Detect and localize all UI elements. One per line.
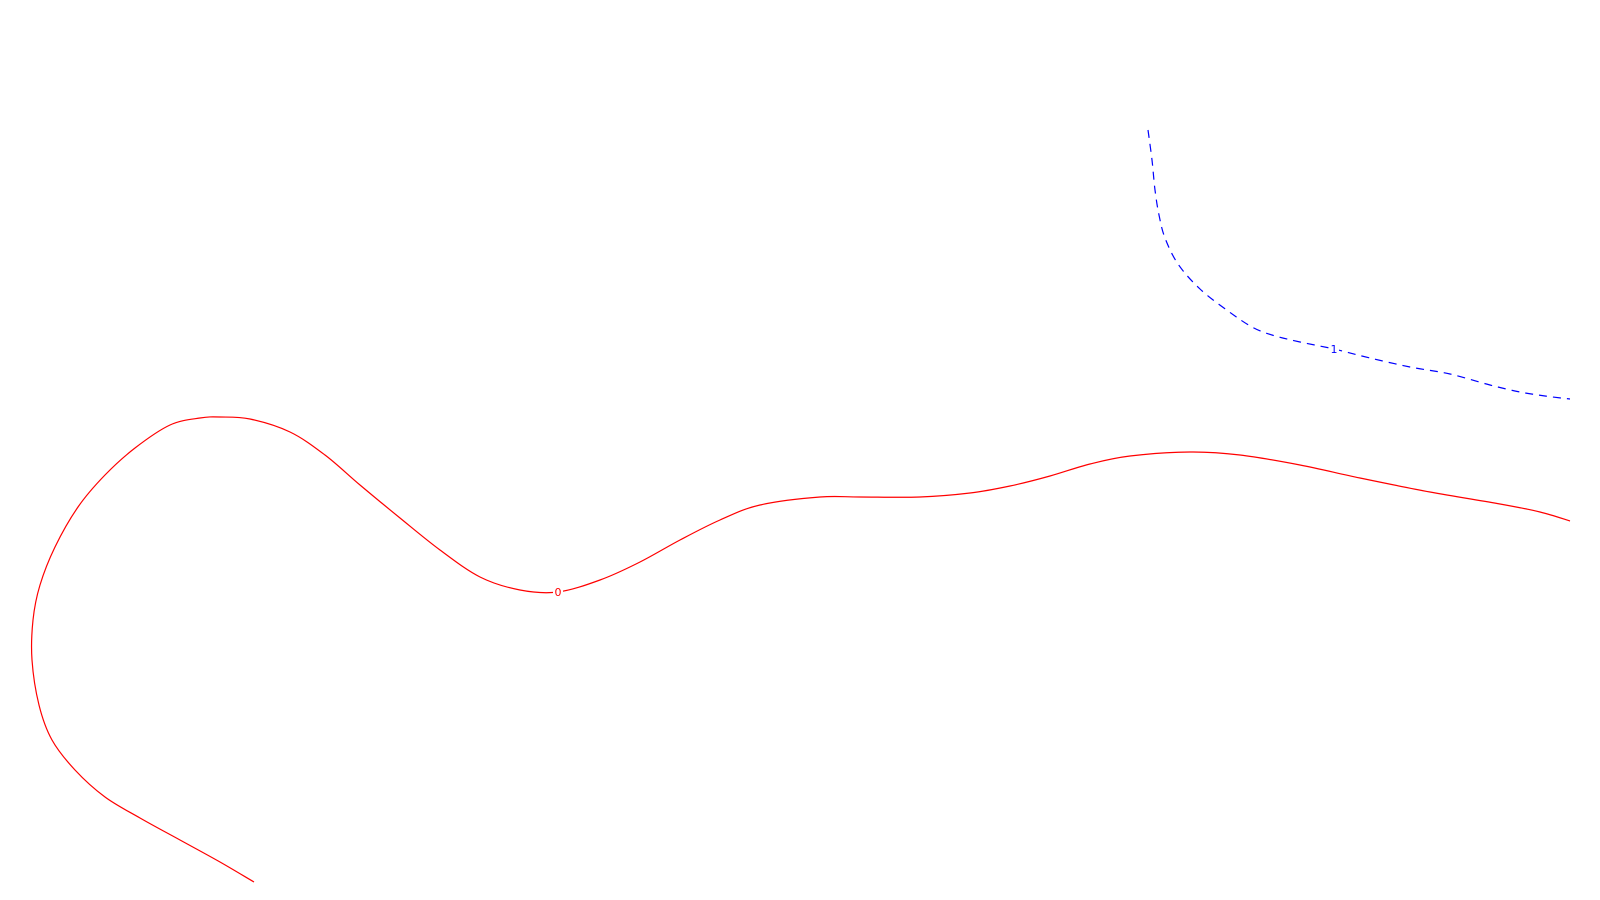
contour-line-1 <box>1147 129 1571 400</box>
contour-line-0 <box>30 416 1571 883</box>
contour-label-1: 1 <box>1331 343 1338 356</box>
contour-label-bg-1 <box>1329 343 1339 355</box>
contour-label-bg-0 <box>553 586 563 598</box>
contour-label-0: 0 <box>555 586 562 599</box>
